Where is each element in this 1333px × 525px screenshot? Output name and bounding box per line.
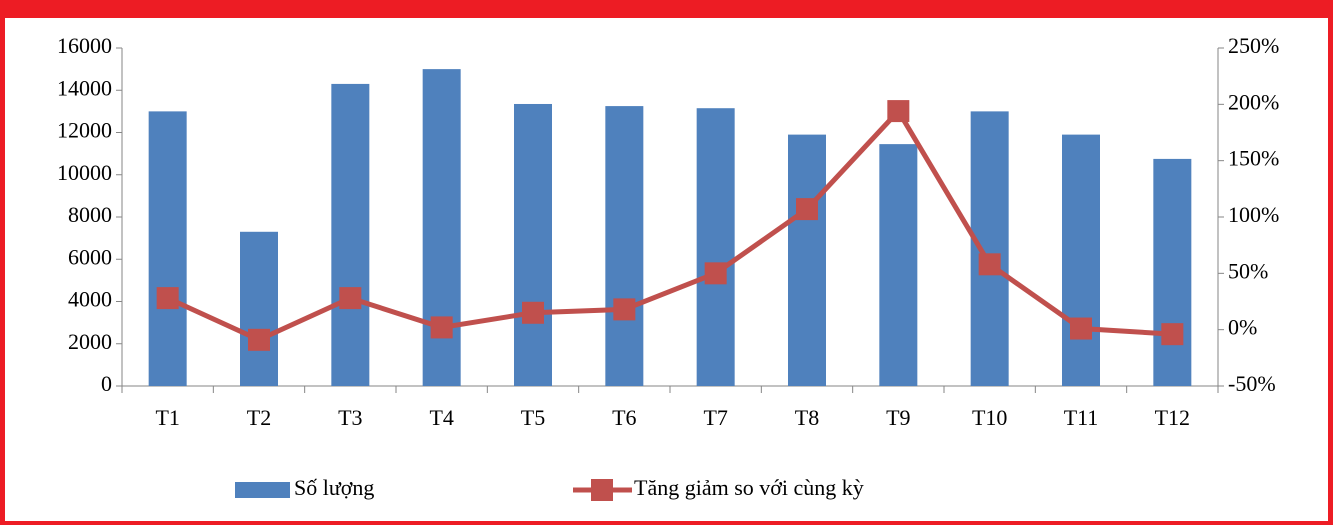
y-tick-label: 2000 bbox=[68, 329, 112, 354]
y2-tick-label: 50% bbox=[1228, 258, 1268, 283]
line-marker bbox=[156, 287, 179, 310]
y2-tick-label: 100% bbox=[1228, 202, 1279, 227]
x-tick-label: T2 bbox=[247, 405, 271, 430]
bar bbox=[696, 108, 735, 387]
y-tick-label: 12000 bbox=[57, 118, 112, 143]
legend-marker bbox=[591, 479, 613, 501]
line-marker bbox=[1070, 317, 1092, 340]
y2-tick-label: 0% bbox=[1228, 315, 1257, 340]
line-marker bbox=[613, 298, 636, 321]
line-marker bbox=[430, 316, 453, 339]
bar bbox=[240, 231, 278, 386]
x-tick-label: T9 bbox=[886, 405, 910, 430]
x-tick-label: T4 bbox=[429, 405, 453, 430]
y-tick-label: 0 bbox=[101, 371, 112, 396]
panel bbox=[5, 18, 1328, 521]
bar bbox=[879, 144, 918, 386]
y-tick-label: 16000 bbox=[57, 33, 112, 58]
line-marker bbox=[339, 287, 362, 310]
x-tick-label: T3 bbox=[338, 405, 362, 430]
bar bbox=[788, 134, 826, 386]
line-marker bbox=[704, 262, 727, 285]
x-tick-label: T10 bbox=[972, 405, 1007, 430]
x-tick-label: T6 bbox=[612, 405, 636, 430]
bar bbox=[422, 69, 461, 386]
bar bbox=[605, 106, 644, 386]
bar bbox=[514, 103, 552, 386]
line-marker bbox=[1161, 323, 1184, 346]
bar bbox=[1062, 134, 1100, 386]
legend-label: Số lượng bbox=[294, 475, 374, 500]
x-tick-label: T11 bbox=[1064, 405, 1099, 430]
x-tick-label: T12 bbox=[1155, 405, 1190, 430]
line bbox=[166, 106, 1173, 343]
legend-label: Tăng giảm so với cùng kỳ bbox=[634, 475, 864, 500]
x-tick-label: T8 bbox=[795, 405, 819, 430]
x-tick-label: T1 bbox=[155, 405, 179, 430]
y2-tick-label: 250% bbox=[1228, 33, 1279, 58]
y2-tick-label: 150% bbox=[1228, 146, 1279, 171]
bar bbox=[1153, 158, 1192, 386]
y2-tick-label: -50% bbox=[1228, 371, 1276, 396]
line-marker bbox=[522, 301, 544, 324]
y-tick-label: 10000 bbox=[57, 160, 112, 185]
bar bbox=[148, 111, 187, 386]
bar bbox=[970, 111, 1009, 386]
x-tick-label: T7 bbox=[703, 405, 727, 430]
y-tick-label: 4000 bbox=[68, 287, 112, 312]
line-marker bbox=[248, 328, 270, 351]
y-tick-label: 6000 bbox=[68, 244, 112, 269]
legend-swatch bbox=[235, 482, 290, 498]
line-marker bbox=[978, 253, 1001, 276]
bar bbox=[331, 83, 370, 386]
line-marker bbox=[887, 100, 910, 123]
y-tick-label: 8000 bbox=[68, 202, 112, 227]
x-tick-label: T5 bbox=[521, 405, 545, 430]
y-tick-label: 14000 bbox=[57, 75, 112, 100]
y2-tick-label: 200% bbox=[1228, 89, 1279, 114]
line-marker bbox=[796, 198, 818, 221]
